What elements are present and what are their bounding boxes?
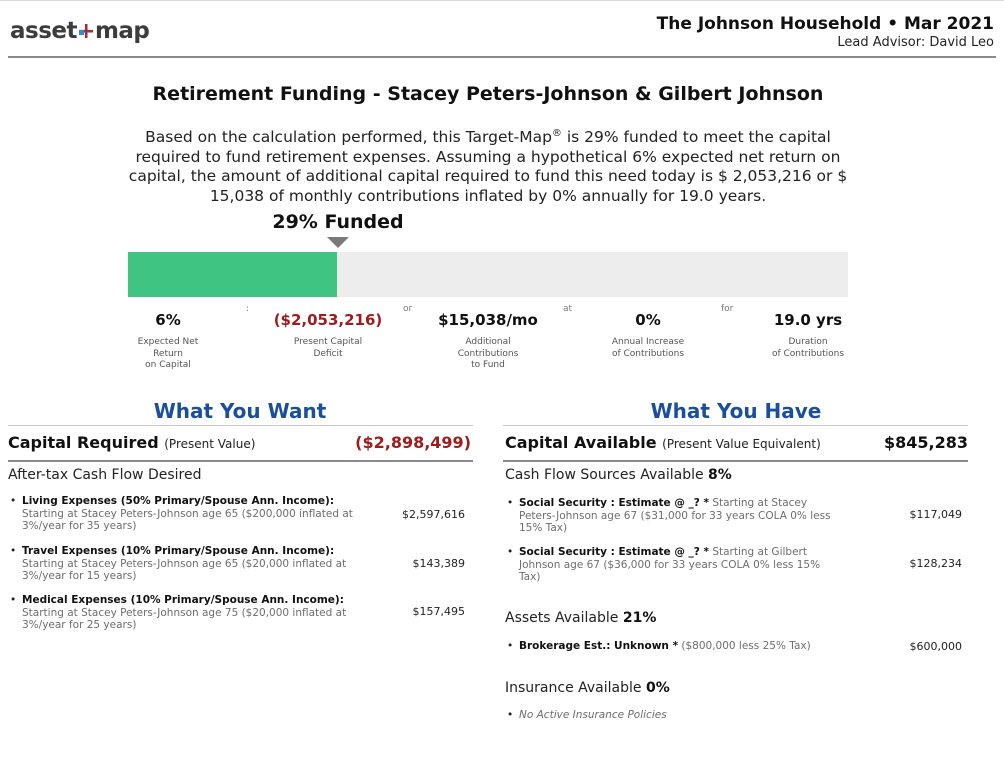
stat-value: $15,038/mo — [438, 311, 538, 329]
what-you-have-heading: What You Have — [650, 399, 822, 423]
expense-item-medical: • Medical Expenses (10% Primary/Spouse A… — [10, 594, 347, 631]
social-security-item-stacey: • Social Security : Estimate @ _? * Star… — [507, 497, 831, 534]
plus-icon: + — [77, 19, 95, 44]
stat-label: Additional Contributions to Fund — [457, 337, 519, 370]
stat-value: ($2,053,216) — [273, 311, 383, 329]
social-security-value-stacey: $117,049 — [909, 508, 963, 521]
funded-percent-label: 29% Funded — [272, 211, 404, 233]
capital-available-value: $845,283 — [883, 433, 968, 452]
stat-label: Expected Net Return on Capital — [137, 337, 199, 370]
funding-progress-fill — [128, 252, 337, 297]
expense-value-travel: $143,389 — [412, 557, 466, 570]
stat-additional-contributions: $15,038/mo Additional Contributions to Fun… — [413, 311, 563, 372]
brokerage-item: • Brokerage Est.: Unknown * ($800,000 le… — [507, 640, 811, 652]
separator-or: or — [403, 304, 413, 314]
funding-progress-bar — [128, 252, 848, 297]
capital-available-title: Capital Available (Present Value Equival… — [505, 433, 821, 452]
insurance-available-heading: Insurance Available 0% — [505, 680, 670, 696]
want-divider — [8, 460, 473, 462]
stat-duration: 19.0 yrs Duration of Contributions — [733, 311, 883, 360]
have-top-divider — [503, 425, 968, 426]
stat-value: 6% — [155, 311, 181, 329]
page-title: Retirement Funding - Stacey Peters-Johns… — [152, 83, 824, 105]
social-security-item-gilbert: • Social Security : Estimate @ _? * Star… — [507, 546, 821, 583]
stat-label: Duration of Contributions — [771, 337, 845, 359]
separator-at: at — [563, 304, 573, 314]
funding-summary: Based on the calculation performed, this… — [128, 128, 848, 205]
capital-required-value: ($2,898,499) — [355, 433, 471, 452]
stat-expected-return: 6% Expected Net Return on Capital — [93, 311, 243, 372]
expense-value-living: $2,597,616 — [402, 508, 465, 521]
social-security-value-gilbert: $128,234 — [909, 557, 963, 570]
funded-marker-icon — [327, 237, 349, 248]
separator-for: for — [721, 304, 734, 314]
cash-flow-desired-heading: After-tax Cash Flow Desired — [8, 467, 202, 483]
stat-label: Present Capital Deficit — [293, 337, 363, 359]
stat-value: 19.0 yrs — [773, 311, 843, 329]
household-title: The Johnson Household • Mar 2021 — [656, 14, 994, 34]
assets-available-heading: Assets Available 21% — [505, 610, 657, 626]
asset-map-logo: asset+map — [10, 18, 150, 44]
stat-value: 0% — [635, 311, 661, 329]
top-border — [0, 0, 1004, 1]
header-divider — [8, 56, 996, 58]
registered-mark: ® — [551, 128, 562, 139]
want-top-divider — [8, 425, 473, 426]
stat-annual-increase: 0% Annual Increase of Contributions — [573, 311, 723, 360]
cash-flow-sources-heading: Cash Flow Sources Available 8% — [505, 467, 732, 483]
brokerage-value: $600,000 — [909, 640, 963, 653]
have-divider — [503, 460, 968, 462]
stat-capital-deficit: ($2,053,216) Present Capital Deficit — [253, 311, 403, 360]
insurance-note-item: • No Active Insurance Policies — [507, 709, 667, 721]
capital-required-title: Capital Required (Present Value) — [8, 433, 256, 452]
what-you-want-heading: What You Want — [153, 399, 327, 423]
separator-colon: : — [246, 304, 250, 314]
expense-value-medical: $157,495 — [412, 605, 466, 618]
stat-label: Annual Increase of Contributions — [611, 337, 685, 359]
expense-item-travel: • Travel Expenses (10% Primary/Spouse An… — [10, 545, 347, 582]
expense-item-living: • Living Expenses (50% Primary/Spouse An… — [10, 495, 353, 532]
lead-advisor: Lead Advisor: David Leo — [837, 35, 994, 50]
